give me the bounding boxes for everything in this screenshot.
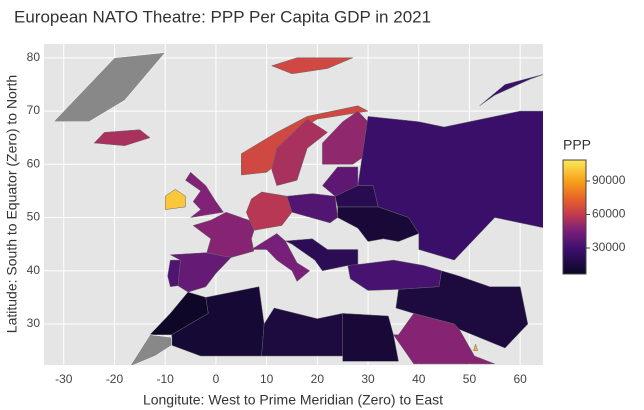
colorbar-tick-label: 60000 [592, 207, 626, 221]
region [167, 259, 181, 287]
y-tick-label: 80 [27, 50, 41, 64]
colorbar-tick-label: 30000 [592, 240, 626, 254]
x-tick-label: -20 [106, 372, 124, 386]
x-tick-label: -10 [157, 372, 175, 386]
region [164, 188, 186, 210]
region [250, 233, 311, 282]
x-tick-label: 50 [463, 372, 477, 386]
region [270, 57, 353, 75]
x-tick-label: 30 [361, 372, 375, 386]
region [473, 343, 478, 351]
x-tick-label: 10 [260, 372, 274, 386]
region [322, 110, 369, 165]
no-data-region [53, 52, 166, 122]
region [342, 313, 399, 362]
x-tick-label: 40 [412, 372, 426, 386]
region [271, 118, 328, 186]
region [185, 171, 224, 218]
x-axis-label: Longitute: West to Prime Meridian (Zero)… [143, 392, 443, 408]
no-data-region [130, 334, 173, 365]
region [93, 129, 151, 146]
y-tick-label: 60 [27, 156, 41, 170]
colorbar [562, 159, 587, 275]
y-tick-label: 30 [27, 316, 41, 330]
region [392, 313, 495, 365]
y-tick-label: 70 [27, 103, 41, 117]
chart-title: European NATO Theatre: PPP Per Capita GD… [14, 7, 431, 26]
y-axis-label: Latitude: South to Equator (Zero) to Nor… [4, 75, 20, 333]
region [192, 211, 257, 258]
x-tick-label: 60 [514, 372, 528, 386]
x-tick-label: -30 [55, 372, 73, 386]
colorbar-title: PPP [563, 137, 591, 153]
x-tick-label: 0 [213, 372, 220, 386]
y-tick-label: 40 [27, 263, 41, 277]
y-tick-label: 50 [27, 210, 41, 224]
region [322, 166, 359, 197]
x-tick-label: 20 [311, 372, 325, 386]
colorbar-tick-label: 90000 [592, 173, 626, 187]
region [479, 74, 543, 107]
